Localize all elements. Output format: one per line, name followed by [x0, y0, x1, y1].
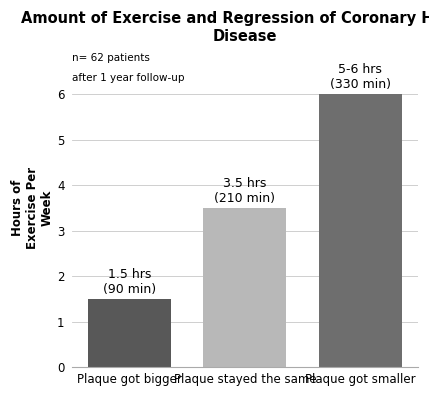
Text: n= 62 patients: n= 62 patients	[72, 53, 150, 63]
Bar	[319, 94, 402, 367]
Text: after 1 year follow-up: after 1 year follow-up	[72, 73, 184, 83]
Y-axis label: Hours of
Exercise Per
Week: Hours of Exercise Per Week	[11, 167, 54, 249]
Text: 5-6 hrs
(330 min): 5-6 hrs (330 min)	[330, 63, 391, 91]
Text: 3.5 hrs
(210 min): 3.5 hrs (210 min)	[214, 177, 275, 205]
Bar	[88, 299, 171, 367]
Title: Amount of Exercise and Regression of Coronary Heart
Disease: Amount of Exercise and Regression of Cor…	[21, 11, 429, 44]
Bar	[203, 208, 287, 367]
Text: 1.5 hrs
(90 min): 1.5 hrs (90 min)	[103, 268, 156, 296]
